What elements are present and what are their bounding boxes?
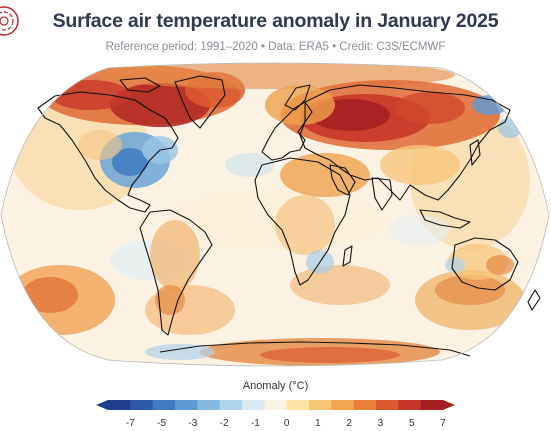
color-scale-swatch (398, 400, 422, 410)
coastline-india (371, 177, 393, 211)
page-title: Surface air temperature anomaly in Janua… (52, 10, 499, 32)
coastline-africa (254, 157, 351, 286)
color-scale-arrow-left (96, 400, 108, 410)
color-scale-tick-label: -7 (125, 418, 135, 429)
coastline-antarctica (159, 341, 471, 357)
color-scale-swatch (197, 400, 221, 410)
color-scale-tick-label: -1 (250, 418, 260, 429)
coastline-asia (299, 84, 511, 201)
color-scale-swatch (108, 400, 131, 410)
color-scale-bar (96, 400, 455, 410)
coastline-australia (451, 237, 519, 291)
color-scale-swatch (152, 400, 176, 410)
color-scale-swatch (353, 400, 377, 410)
coastline-south-america (139, 209, 213, 336)
coastline-indonesia (419, 209, 471, 229)
color-scale-tick-label: 7 (440, 418, 446, 429)
coastlines (37, 75, 541, 357)
color-scale-tick-label: 3 (377, 418, 384, 429)
color-scale-tick-label: 1 (315, 418, 321, 429)
color-scale-swatch (130, 400, 154, 410)
color-scale-swatch (219, 400, 243, 410)
coastline-japan (469, 139, 481, 166)
coastline-new-zealand (527, 289, 541, 311)
coastline-madagascar (342, 245, 353, 267)
color-scale-tick-label: -3 (188, 418, 198, 429)
color-scale-arrow-right (443, 400, 455, 410)
c3s-logo-icon (0, 6, 19, 36)
color-scale-swatch (331, 400, 355, 410)
color-scale-swatch (309, 400, 332, 410)
coastline-arctic-islands (119, 77, 161, 93)
color-scale-tick-label: 0 (283, 418, 290, 429)
color-scale-swatch (420, 400, 444, 410)
coastline-arabia (329, 164, 356, 196)
coastline-scandinavia (284, 84, 311, 111)
color-scale-swatch (175, 400, 198, 410)
color-scale-tick-label: -2 (219, 418, 229, 429)
color-scale-swatch (286, 400, 310, 410)
color-scale-swatch (242, 400, 265, 410)
color-scale-swatch (264, 400, 288, 410)
color-scale-tick-label: -5 (157, 418, 167, 429)
globe-outline (0, 62, 550, 367)
page-subtitle: Reference period: 1991–2020 • Data: ERA5… (105, 41, 446, 53)
legend-title: Anomaly (°C) (242, 380, 309, 392)
color-scale-tick-label: 5 (408, 418, 415, 429)
color-scale-swatch (376, 400, 399, 410)
coastline-greenland (174, 75, 226, 129)
color-scale-tick-label: 2 (346, 418, 352, 429)
coastline-north-america (37, 91, 179, 213)
